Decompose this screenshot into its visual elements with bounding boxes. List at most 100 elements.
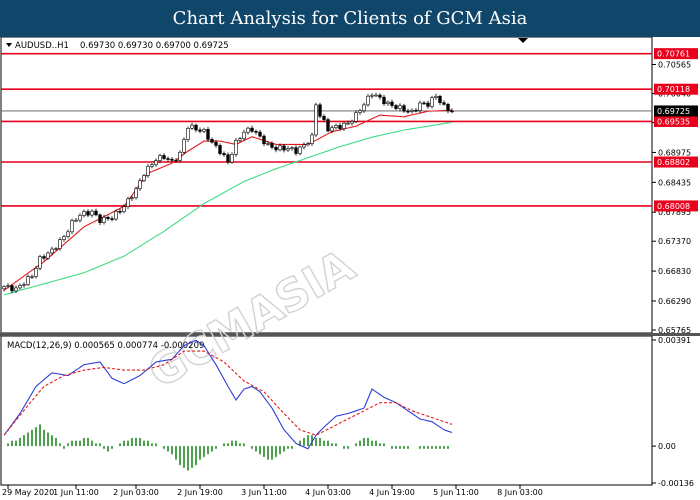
candle-body-112 [450,110,454,113]
candle-body-68 [274,147,278,151]
candle-body-97 [390,101,394,106]
candle-body-17 [70,220,74,233]
candle-body-93 [374,94,378,97]
level-tag-label-1: 0.70118 [657,85,690,94]
candle-body-12 [50,248,54,254]
price-tick-label-5: 0.67895 [658,208,691,217]
candle-body-16 [66,231,70,237]
candle-body-24 [98,214,102,223]
candle-body-91 [366,95,370,106]
candle-body-111 [446,104,450,112]
candle-body-19 [78,215,82,221]
ema-long-line [3,121,453,296]
candle-body-43 [174,160,178,162]
candle-body-62 [250,127,254,132]
candle-body-40 [162,155,166,159]
macd-signal-line [3,350,453,436]
candle-body-51 [206,129,210,140]
candle-body-38 [154,160,158,165]
candle-body-95 [382,96,386,105]
candle-body-85 [342,122,346,129]
current-price-tag [654,105,698,117]
candle-body-46 [186,127,190,140]
candle-body-33 [134,188,138,199]
candle-body-63 [254,130,258,133]
candle-body-78 [314,104,318,136]
candle-body-65 [262,135,266,145]
candle-body-55 [222,153,226,156]
candle-body-25 [102,216,106,223]
time-tick-label-6: 4 Jun 19:00 [369,488,415,497]
macd-axis: 0.00391 0.00 -0.00136 [652,336,694,488]
time-tick-label-2: 2 Jun 03:00 [113,488,159,497]
candle-body-1 [6,285,10,287]
macd-layer [3,339,453,471]
candle-body-23 [94,210,98,216]
candle-body-37 [150,164,154,167]
candle-body-77 [310,134,314,144]
candle-body-15 [62,236,66,240]
price-tick-label-9: 0.65765 [658,326,691,335]
ohlc-label: 0.69730 0.69730 0.69700 0.69725 [80,41,229,51]
candle-body-56 [226,154,230,163]
candle-body-104 [418,102,422,111]
candle-body-101 [406,110,410,113]
candle-body-27 [110,218,114,220]
candle-body-94 [378,94,382,98]
candle-body-34 [138,180,142,189]
candle-body-86 [346,122,350,125]
candle-body-21 [86,211,90,216]
macd-tick-label-2: -0.00136 [658,479,694,488]
candle-body-20 [82,211,86,216]
time-tick-label-3: 2 Jun 19:00 [177,488,223,497]
candle-body-69 [278,145,282,151]
ema-layer [3,109,453,296]
candle-body-60 [242,131,246,139]
candle-body-29 [118,210,122,213]
candle-body-54 [218,145,222,154]
candle-body-5 [22,284,26,286]
candle-body-52 [210,139,214,143]
level-tag-2 [654,115,698,127]
candle-body-89 [358,110,362,113]
candle-body-26 [106,216,110,219]
price-tick-label-3: 0.68975 [658,148,691,157]
candle-body-110 [442,102,446,105]
candle-body-105 [422,102,426,105]
candle-body-9 [38,256,42,269]
ema-short-line [3,109,453,291]
candle-body-81 [326,119,330,132]
candle-body-90 [362,104,366,112]
macd-label: MACD(12,26,9) 0.000565 0.000774 -0.00020… [7,341,204,351]
candle-body-49 [198,129,202,132]
level-tag-4 [654,200,698,212]
candle-body-75 [302,144,306,148]
price-pane [0,37,653,334]
candle-body-88 [354,112,358,122]
candle-body-67 [270,143,274,148]
symbol-dropdown-icon[interactable] [6,43,12,47]
candle-body-73 [294,147,298,154]
candle-body-79 [318,104,322,117]
candle-body-96 [386,101,390,105]
candle-body-82 [330,127,334,132]
candle-body-10 [42,256,46,259]
current-price-label: 0.69725 [657,107,690,116]
candle-body-80 [322,116,326,120]
candle-body-32 [130,197,134,200]
candle-body-70 [282,145,286,151]
price-axis: 0.705650.700400.695150.689750.684350.678… [652,60,691,335]
price-tick-label-4: 0.68435 [658,178,691,187]
candle-body-7 [30,276,34,278]
candle-body-48 [194,124,198,131]
price-tick-label-0: 0.70565 [658,60,691,69]
time-tick-label-1: 1 Jun 11:00 [53,488,99,497]
level-tag-0 [654,48,698,60]
time-tick-label-0: 29 May 2020 [2,488,54,497]
candle-body-107 [430,97,434,107]
candle-body-99 [398,105,402,109]
macd-tick-label-0: 0.00391 [658,336,691,345]
candle-body-59 [238,138,242,141]
level-tag-3 [654,156,698,168]
candle-body-30 [122,206,126,213]
